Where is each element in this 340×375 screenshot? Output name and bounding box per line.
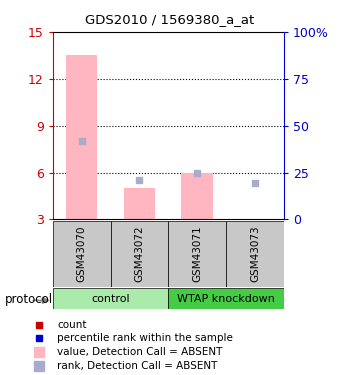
Bar <box>53 288 168 309</box>
Text: percentile rank within the sample: percentile rank within the sample <box>57 333 233 343</box>
Text: GDS2010 / 1569380_a_at: GDS2010 / 1569380_a_at <box>85 13 255 26</box>
Bar <box>123 188 155 219</box>
Text: GSM43072: GSM43072 <box>134 226 144 282</box>
Bar <box>110 221 168 287</box>
Text: protocol: protocol <box>5 294 53 306</box>
Bar <box>168 221 226 287</box>
Text: WTAP knockdown: WTAP knockdown <box>177 294 275 303</box>
Text: GSM43073: GSM43073 <box>250 226 260 282</box>
Bar <box>181 172 213 219</box>
Bar <box>226 221 284 287</box>
Bar <box>168 288 284 309</box>
Text: control: control <box>91 294 130 303</box>
Bar <box>66 56 98 219</box>
Text: rank, Detection Call = ABSENT: rank, Detection Call = ABSENT <box>57 361 218 371</box>
Text: count: count <box>57 320 87 330</box>
Text: GSM43070: GSM43070 <box>76 226 87 282</box>
Bar <box>53 221 110 287</box>
Text: value, Detection Call = ABSENT: value, Detection Call = ABSENT <box>57 346 222 357</box>
Text: GSM43071: GSM43071 <box>192 226 202 282</box>
